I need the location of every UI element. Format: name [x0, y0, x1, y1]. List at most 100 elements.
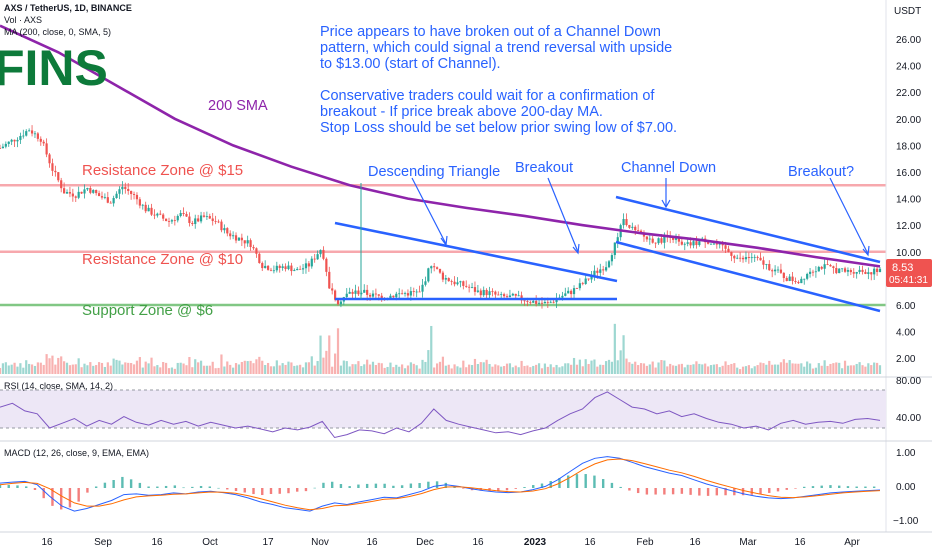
volume-bar [584, 359, 587, 374]
volume-bar [74, 364, 77, 374]
candle-body [712, 243, 716, 245]
candle-body [363, 289, 366, 293]
candle-body [861, 269, 864, 272]
candle-body [829, 264, 832, 267]
macd-hist-bar [173, 485, 177, 488]
price-tick: 6.00 [896, 301, 916, 312]
macd-hist-bar [575, 474, 579, 488]
macd-hist-bar [59, 488, 63, 510]
volume-bar [240, 361, 243, 374]
volume-bar [86, 365, 89, 374]
volume-bar [785, 362, 788, 374]
volume-bar [249, 360, 252, 374]
candle-body [418, 291, 421, 293]
volume-bar [48, 358, 51, 374]
volume-bar [299, 364, 302, 374]
candle-body [753, 256, 756, 258]
candle-body [121, 186, 124, 190]
volume-bar [503, 366, 506, 374]
breakout-arrow [547, 177, 579, 253]
volume-bar [505, 363, 509, 374]
macd-hist-bar [156, 486, 159, 488]
macd-hist-bar [348, 486, 351, 488]
candle-body [162, 214, 165, 219]
volume-bar [325, 350, 328, 374]
macd-hist-bar [794, 488, 797, 489]
volume-bar [310, 356, 313, 374]
time-axis[interactable]: 16 Sep 16 Oct 17 Nov 16 Dec 16 2023 16 Feb 16 Mar 16 Ap… [41, 537, 860, 548]
ma-indicator-label: MA (200, close, 0, SMA, 5) [4, 27, 111, 37]
volume-bar [281, 363, 284, 374]
price-tick: 2.00 [896, 354, 916, 365]
candle-body [80, 191, 83, 194]
macd-hist-bar [628, 488, 631, 491]
candle-body [339, 301, 343, 305]
macd-hist-bar [671, 488, 675, 495]
candle-body [290, 265, 293, 272]
volume-bar [712, 364, 716, 374]
candle-body [0, 148, 2, 149]
volume-bar [71, 364, 74, 374]
time-tick: Sep [94, 537, 112, 548]
volume-bar [252, 363, 255, 374]
volume-bar [1, 363, 5, 374]
volume-bar [619, 350, 622, 374]
candle-body [226, 228, 229, 234]
candle-body [74, 196, 77, 198]
candle-body [870, 272, 873, 275]
volume-bar [491, 366, 494, 374]
macd-hist-bar [112, 480, 115, 488]
candle-body [546, 301, 549, 303]
candle-body [345, 293, 348, 298]
volume-bar [164, 362, 168, 374]
volume-bar [838, 362, 841, 374]
volume-bar [97, 362, 101, 374]
breakout-q-arrow [829, 177, 869, 255]
candle-body [683, 243, 686, 245]
volume-bar [578, 359, 581, 374]
note-line: pattern, which could signal a trend reve… [320, 40, 672, 56]
candle-body [505, 296, 509, 298]
price-tick: 14.00 [896, 195, 921, 206]
volume-bar [447, 364, 450, 374]
candle-body [65, 192, 69, 194]
candle-body [613, 242, 616, 256]
macd-hist-bar [698, 488, 701, 496]
volume-bar [342, 360, 345, 374]
time-tick: 16 [151, 537, 163, 548]
candle-body [25, 131, 28, 136]
macd-hist-bar [313, 487, 316, 489]
candle-body [768, 264, 771, 271]
volume-bar [654, 367, 657, 374]
macd-hist-bar [584, 474, 587, 488]
candle-body [112, 198, 115, 204]
volume-bar [156, 365, 159, 374]
volume-bar [430, 325, 433, 374]
volume-bar [599, 364, 602, 374]
candle-body [374, 293, 377, 295]
volume-bar [293, 365, 296, 374]
candle-body [202, 215, 206, 217]
volume-bar [692, 364, 695, 374]
volume-bar [875, 362, 879, 374]
price-axis[interactable]: 26.00 24.00 22.00 20.00 18.00 16.00 14.00 12.00… [896, 35, 921, 365]
candle-body [7, 141, 10, 144]
zones-layer [0, 184, 886, 307]
macd-hist-bar [252, 488, 255, 495]
rsi-line [0, 391, 881, 439]
candle-body [765, 264, 768, 265]
candle-body [686, 242, 689, 244]
candle-body [86, 187, 89, 190]
volume-bar [791, 363, 794, 374]
candle-body [325, 258, 328, 272]
volume-bar [57, 357, 60, 374]
macd-hist-bar [77, 488, 80, 502]
candle-body [135, 194, 139, 200]
candle-body [841, 268, 844, 270]
candle-body [488, 291, 491, 296]
candle-body [252, 247, 255, 249]
macd-hist-bar [42, 488, 45, 499]
macd-hist-bar [846, 486, 850, 488]
volume-bar [610, 361, 614, 374]
